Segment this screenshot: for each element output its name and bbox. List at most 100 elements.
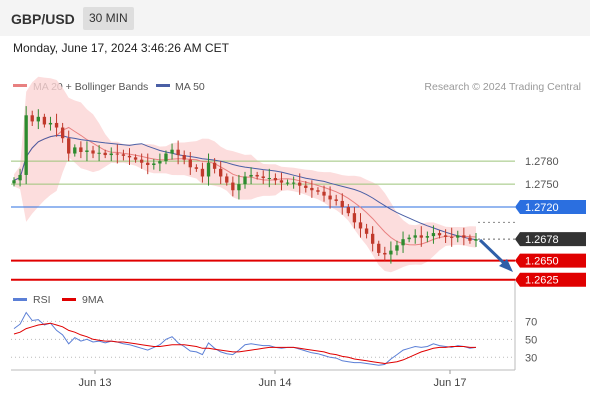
candle [146, 153, 150, 175]
rsi-legend-label: RSI [33, 294, 51, 306]
rsi-tick-label: 50 [525, 334, 537, 346]
candle [474, 233, 478, 247]
candle [395, 240, 399, 256]
rsi-line [13, 311, 477, 366]
candle [152, 158, 156, 170]
level-badge [515, 232, 586, 247]
candle [18, 168, 22, 187]
candle [456, 230, 460, 243]
candle [431, 225, 436, 244]
candle [225, 173, 229, 186]
rsi-ma-legend-label: 9MA [82, 294, 104, 306]
level-1-2780: 1.2780 [11, 156, 559, 168]
level-label: 1.2750 [525, 179, 559, 191]
candle [255, 171, 259, 180]
candle [85, 141, 89, 162]
candle [285, 179, 290, 186]
candle [243, 171, 247, 189]
candle [462, 227, 466, 246]
level-badge [515, 253, 586, 268]
ma50-line [13, 134, 477, 241]
candle [279, 172, 284, 191]
candle [176, 140, 180, 165]
candle [267, 168, 271, 188]
candle [73, 144, 77, 157]
candle [127, 148, 132, 165]
x-tick-label: Jun 17 [433, 377, 466, 389]
candles [12, 106, 478, 264]
candle [60, 122, 65, 143]
candle [419, 226, 423, 247]
candle [182, 150, 186, 165]
candle [139, 153, 144, 169]
candle [231, 176, 235, 197]
ma50-legend-swatch [156, 84, 170, 87]
candle [212, 158, 217, 174]
candle [54, 113, 59, 137]
candle [158, 153, 162, 172]
symbol-title: GBP/USD [11, 11, 75, 27]
level-badge [515, 272, 586, 287]
rsi-tick-label: 30 [525, 352, 537, 364]
candle [188, 152, 192, 175]
interval-button[interactable]: 30 MIN [83, 7, 134, 30]
rsi-tick-label: 70 [525, 316, 537, 328]
candle [261, 170, 265, 185]
candle [79, 141, 83, 159]
candle [291, 176, 296, 189]
candle [316, 187, 320, 195]
candle [12, 177, 16, 187]
level-1-2720: 1.2720 [11, 200, 586, 215]
candle [206, 153, 211, 186]
candle [24, 106, 28, 185]
candle [42, 113, 47, 128]
candle [97, 145, 101, 162]
level-label: 1.2780 [525, 156, 559, 168]
candle [133, 154, 138, 163]
candle [249, 167, 253, 185]
candle [115, 144, 120, 164]
candle [322, 185, 326, 202]
level-label: 1.2625 [525, 275, 559, 287]
chart-header: GBP/USD 30 MIN [0, 0, 590, 36]
level-label: 1.2650 [525, 256, 559, 268]
rsi-ma-line [13, 322, 476, 365]
candle [273, 173, 278, 185]
candle [219, 161, 223, 185]
candle [48, 116, 53, 131]
candle [237, 174, 241, 200]
level-badge [515, 200, 586, 215]
candle [340, 193, 344, 215]
candle [91, 145, 95, 159]
rsi-ma-legend-swatch [62, 298, 76, 301]
candle [310, 180, 314, 198]
rsi-legend-swatch [13, 298, 27, 301]
candle [346, 204, 351, 217]
candle [437, 230, 442, 239]
candle [200, 162, 205, 183]
candle [425, 231, 430, 243]
timestamp: Monday, June 17, 2024 3:46:26 AM CET [13, 41, 229, 55]
candle [103, 149, 107, 159]
level-label: 1.2720 [525, 202, 559, 214]
candle [304, 181, 308, 193]
candle [164, 150, 168, 165]
projection-arrow-icon [478, 238, 513, 272]
candle [352, 207, 357, 229]
ma20-legend-swatch [13, 84, 27, 87]
x-tick-label: Jun 14 [258, 377, 291, 389]
candle [121, 149, 126, 161]
rsi-panel: 30 50 70 [11, 311, 537, 366]
candle [468, 234, 472, 244]
candle [170, 143, 174, 160]
level-label: 1.2678 [525, 234, 559, 246]
candle [377, 240, 381, 256]
credit-label: Research © 2024 Trading Central [424, 81, 581, 93]
level-1-2678: 1.2678 [478, 232, 586, 247]
candle [67, 130, 71, 162]
candle [30, 110, 34, 126]
candle [450, 227, 454, 247]
candle [370, 226, 375, 252]
candle [383, 246, 387, 261]
